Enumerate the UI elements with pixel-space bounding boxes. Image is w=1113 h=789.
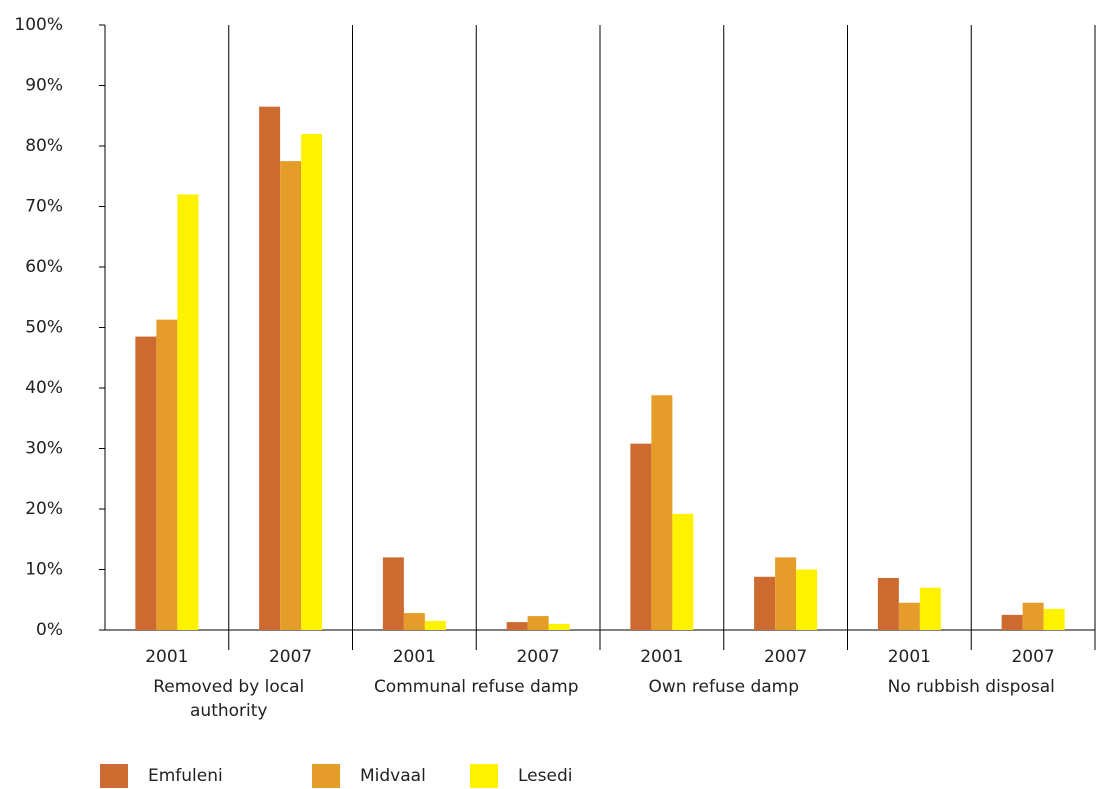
legend-label: Midvaal (360, 766, 426, 786)
y-tick-label: 90% (25, 76, 63, 96)
y-tick-label: 50% (25, 318, 63, 338)
bar (506, 622, 528, 630)
y-tick-label: 70% (25, 197, 63, 217)
bar (301, 133, 323, 630)
bar (754, 576, 776, 630)
y-tick-label: 60% (25, 257, 63, 277)
legend-label: Lesedi (518, 766, 572, 786)
bar (1043, 608, 1065, 630)
y-tick-label: 10% (25, 560, 63, 580)
legend-swatch (100, 764, 128, 788)
bar (382, 557, 404, 630)
legend-label: Emfuleni (148, 766, 223, 786)
bar (135, 336, 157, 630)
y-tick-label: 40% (25, 378, 63, 398)
bar (651, 395, 673, 630)
x-tick-label: 2001 (393, 647, 436, 667)
bar (259, 106, 281, 631)
bar (177, 194, 199, 630)
group-label: Communal refuse damp (373, 677, 579, 697)
x-tick-label: 2007 (516, 647, 559, 667)
y-tick-label: 30% (25, 439, 63, 459)
bar (1022, 602, 1044, 630)
bar (796, 569, 818, 630)
bar (403, 613, 425, 630)
group-label: Own refuse damp (648, 677, 800, 697)
y-tick-label: 20% (25, 499, 63, 519)
group-label: Removed by local authority (153, 677, 305, 721)
bar (527, 616, 549, 630)
x-tick-label: 2007 (1011, 647, 1054, 667)
bar (877, 577, 899, 630)
bar (548, 623, 570, 630)
legend-swatch (470, 764, 498, 788)
bar (919, 587, 941, 630)
bar (898, 602, 920, 630)
bar (280, 161, 302, 630)
y-tick-label: 0% (36, 620, 63, 640)
bar (424, 620, 446, 630)
x-tick-label: 2001 (640, 647, 683, 667)
x-tick-label: 2007 (764, 647, 807, 667)
bar (775, 557, 797, 630)
y-tick-label: 100% (14, 15, 63, 35)
x-tick-label: 2001 (888, 647, 931, 667)
bar (156, 319, 178, 630)
legend-swatch (312, 764, 340, 788)
bar (630, 443, 652, 630)
group-label: No rubbish disposal (887, 677, 1055, 697)
bar (672, 513, 694, 630)
bar (1001, 614, 1023, 630)
x-tick-label: 2001 (145, 647, 188, 667)
x-tick-label: 2007 (269, 647, 312, 667)
y-tick-label: 80% (25, 136, 63, 156)
